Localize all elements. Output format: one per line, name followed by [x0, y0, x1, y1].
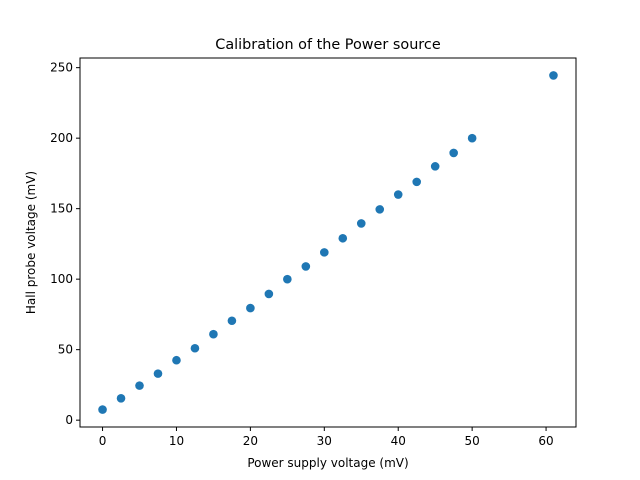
data-point — [301, 262, 311, 271]
data-point — [135, 381, 144, 390]
data-point — [320, 248, 329, 257]
data-point — [227, 316, 237, 326]
data-point — [98, 405, 107, 414]
data-point — [246, 303, 255, 313]
data-point — [467, 133, 477, 143]
x-tick-label: 0 — [99, 434, 107, 448]
y-axis-ticks: 0 50 100 150 200 250 — [50, 61, 80, 427]
x-tick-label: 40 — [391, 434, 406, 448]
data-point — [549, 71, 558, 80]
y-tick-label: 0 — [65, 413, 73, 427]
data-point — [190, 343, 200, 353]
x-tick-label: 60 — [538, 434, 553, 448]
data-point — [264, 289, 274, 299]
data-point — [153, 369, 163, 378]
chart-title: Calibration of the Power source — [215, 37, 441, 53]
x-tick-label: 30 — [317, 434, 332, 448]
x-tick-label: 20 — [243, 434, 258, 448]
x-tick-label: 10 — [169, 434, 184, 448]
y-axis-label: Hall probe voltage (mV) — [24, 171, 38, 314]
data-points — [98, 71, 558, 414]
data-point — [356, 219, 366, 228]
x-axis-ticks: 0 10 20 30 40 50 60 — [99, 427, 554, 448]
data-point — [375, 205, 385, 214]
data-point — [338, 233, 348, 243]
y-tick-label: 200 — [50, 131, 73, 145]
x-axis-label: Power supply voltage (mV) — [247, 456, 408, 470]
data-point — [449, 148, 458, 158]
data-point — [116, 394, 126, 403]
data-point — [412, 177, 422, 187]
data-point — [430, 162, 440, 171]
y-tick-label: 50 — [58, 343, 73, 357]
data-point — [393, 190, 403, 199]
data-point — [172, 355, 181, 365]
y-tick-label: 150 — [50, 202, 73, 216]
y-tick-label: 250 — [50, 61, 73, 75]
data-point — [209, 329, 218, 339]
data-point — [283, 274, 292, 284]
x-tick-label: 50 — [465, 434, 480, 448]
y-tick-label: 100 — [50, 272, 73, 286]
plot-frame — [79, 57, 577, 428]
